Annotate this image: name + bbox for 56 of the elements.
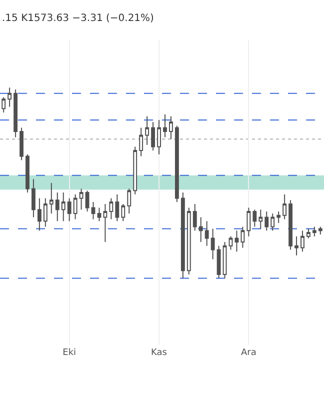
- candlestick: [121, 203, 126, 222]
- x-tick-label: Ara: [240, 348, 256, 358]
- candlestick: [163, 114, 167, 138]
- candlestick: [32, 178, 36, 218]
- candlestick: [288, 200, 292, 250]
- x-tick-label: Kas: [151, 348, 168, 358]
- chart-subtitle: .15 K1573.63 −3.31 (−0.21%): [2, 13, 154, 24]
- candlestick: [91, 202, 96, 220]
- candlestick: [186, 207, 191, 275]
- candlestick: [109, 198, 114, 220]
- candlestick: [115, 194, 120, 222]
- candlestick: [300, 230, 304, 252]
- candlestick: [157, 120, 161, 155]
- candlestick: [222, 242, 227, 279]
- candlestick: [67, 198, 72, 222]
- candlestick: [252, 209, 257, 228]
- candlestick: [37, 198, 42, 232]
- candlestick: [204, 220, 209, 246]
- candlestick: [43, 198, 48, 228]
- candlestick: [20, 127, 24, 161]
- candlestick: [264, 211, 269, 232]
- candlestick: [258, 209, 263, 230]
- candlestick: [228, 236, 233, 250]
- candlestick: [240, 226, 245, 248]
- candlestick: [169, 116, 173, 140]
- candlestick: [97, 207, 102, 222]
- x-tick-label: Eki: [62, 348, 76, 358]
- candlestick: [210, 228, 215, 260]
- candlestick: [151, 121, 155, 152]
- candlestick: [26, 154, 30, 193]
- candlestick: [174, 125, 179, 203]
- candlestick: [79, 188, 84, 210]
- candlestick: [55, 192, 60, 222]
- candlestick: [180, 192, 185, 279]
- candlestick: [139, 127, 144, 157]
- candlestick: [192, 203, 197, 232]
- candlestick: [306, 228, 310, 239]
- candlestick: [14, 89, 18, 138]
- candlestick: [73, 194, 78, 220]
- candlestick: [270, 212, 275, 232]
- candlestick: [282, 194, 287, 220]
- candlestick: [127, 188, 132, 214]
- candlestick: [85, 190, 90, 212]
- candlestick: [276, 211, 281, 224]
- candlestick: [133, 146, 138, 195]
- candlestick: [49, 182, 54, 214]
- candlestick: [103, 203, 108, 243]
- candlestick: [61, 192, 66, 222]
- candlestick: [294, 236, 298, 256]
- candlestick: [145, 116, 150, 146]
- candlestick: [8, 87, 12, 108]
- candlestick: [216, 245, 221, 279]
- candlestick: [312, 226, 316, 237]
- candlestick: [234, 230, 239, 252]
- candlestick: [198, 216, 203, 243]
- candlestick: [246, 207, 251, 237]
